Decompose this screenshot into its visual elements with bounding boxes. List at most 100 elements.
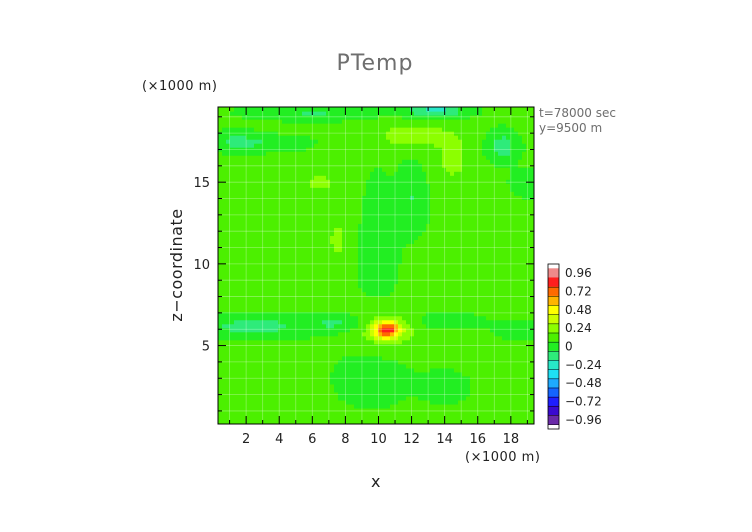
heatmap-cell <box>450 119 455 124</box>
heatmap-cell <box>350 243 355 249</box>
heatmap-cell <box>454 399 459 405</box>
heatmap-cell <box>254 383 259 389</box>
heatmap-cell <box>422 115 427 120</box>
heatmap-cell <box>218 315 223 321</box>
heatmap-cell <box>354 111 359 116</box>
heatmap-cell <box>410 255 415 261</box>
heatmap-cell <box>274 419 279 424</box>
heatmap-cell <box>254 247 259 253</box>
heatmap-cell <box>350 135 355 140</box>
heatmap-cell <box>358 131 363 136</box>
heatmap-cell <box>330 271 335 277</box>
heatmap-cell <box>314 143 319 148</box>
heatmap-cell <box>298 383 303 389</box>
heatmap-cell <box>342 307 347 313</box>
heatmap-cell <box>442 319 447 325</box>
heatmap-cell <box>374 211 379 216</box>
heatmap-cell <box>262 327 267 333</box>
heatmap-cell <box>390 227 395 232</box>
heatmap-cell <box>410 379 415 385</box>
heatmap-cell <box>318 175 323 180</box>
heatmap-cell <box>242 307 247 313</box>
heatmap-cell <box>374 167 379 172</box>
heatmap-cell <box>446 111 451 116</box>
heatmap-cell <box>310 279 315 285</box>
heatmap-cell <box>418 359 423 365</box>
heatmap-cell <box>382 323 387 329</box>
heatmap-cell <box>450 383 455 389</box>
heatmap-cell <box>222 303 227 309</box>
heatmap-cell <box>386 151 391 156</box>
heatmap-cell <box>458 187 463 192</box>
heatmap-cell <box>266 155 271 160</box>
heatmap-cell <box>466 303 471 309</box>
heatmap-cell <box>454 359 459 365</box>
heatmap-cell <box>358 407 363 413</box>
heatmap-cell <box>278 415 283 421</box>
heatmap-cell <box>302 363 307 369</box>
heatmap-cell <box>314 275 319 281</box>
heatmap-cell <box>446 215 451 220</box>
heatmap-cell <box>354 267 359 273</box>
heatmap-cell <box>434 403 439 409</box>
heatmap-cell <box>462 387 467 393</box>
heatmap-cell <box>330 191 335 196</box>
heatmap-cell <box>226 315 231 321</box>
heatmap-cell <box>358 271 363 277</box>
heatmap-cell <box>346 331 351 337</box>
heatmap-cell <box>426 115 431 120</box>
heatmap-cell <box>422 299 427 305</box>
heatmap-cell <box>290 407 295 413</box>
heatmap-cell <box>454 123 459 128</box>
heatmap-cell <box>390 263 395 269</box>
heatmap-cell <box>362 111 367 116</box>
heatmap-cell <box>462 339 467 345</box>
heatmap-cell <box>322 219 327 224</box>
heatmap-cell <box>334 199 339 204</box>
heatmap-cell <box>438 107 443 112</box>
heatmap-cell <box>354 151 359 156</box>
heatmap-cell <box>254 251 259 257</box>
heatmap-cell <box>426 375 431 381</box>
heatmap-cell <box>326 279 331 285</box>
heatmap-cell <box>218 347 223 353</box>
heatmap-cell <box>386 115 391 120</box>
heatmap-cell <box>326 123 331 128</box>
heatmap-cell <box>374 415 379 421</box>
heatmap-cell <box>374 219 379 224</box>
heatmap-cell <box>306 383 311 389</box>
heatmap-cell <box>414 295 419 301</box>
heatmap-cell <box>342 191 347 196</box>
heatmap-cell <box>254 343 259 349</box>
heatmap-cell <box>350 323 355 329</box>
heatmap-cell <box>434 115 439 120</box>
heatmap-cell <box>370 419 375 424</box>
heatmap-cell <box>426 271 431 277</box>
heatmap-cell <box>306 175 311 180</box>
heatmap-cell <box>226 351 231 357</box>
heatmap-cell <box>326 171 331 176</box>
heatmap-cell <box>370 159 375 164</box>
heatmap-cell <box>434 263 439 269</box>
heatmap-cell <box>322 167 327 172</box>
heatmap-cell <box>458 335 463 341</box>
heatmap-cell <box>290 415 295 421</box>
heatmap-cell <box>322 407 327 413</box>
heatmap-cell <box>370 135 375 140</box>
heatmap-cell <box>386 403 391 409</box>
heatmap-cell <box>302 123 307 128</box>
heatmap-cell <box>374 335 379 341</box>
heatmap-cell <box>270 179 275 184</box>
heatmap-cell <box>334 375 339 381</box>
heatmap-cell <box>246 175 251 180</box>
heatmap-cell <box>438 115 443 120</box>
heatmap-cell <box>258 227 263 232</box>
heatmap-cell <box>286 119 291 124</box>
heatmap-cell <box>382 363 387 369</box>
heatmap-cell <box>282 295 287 301</box>
heatmap-cell <box>374 111 379 116</box>
heatmap-cell <box>398 395 403 401</box>
heatmap-cell <box>466 171 471 176</box>
heatmap-cell <box>374 259 379 265</box>
heatmap-cell <box>446 311 451 317</box>
